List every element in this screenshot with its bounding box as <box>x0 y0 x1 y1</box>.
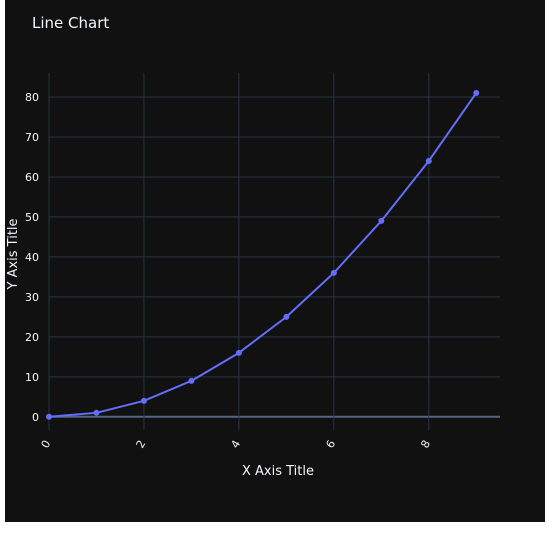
y-tick-label: 80 <box>25 91 39 104</box>
line-chart: Line Chart 0 10 20 30 40 50 60 70 80 0 2 4 6 8 X Axis… <box>6 14 500 479</box>
y-axis-title: Y Axis Title <box>6 218 21 290</box>
x-tick-label: 2 <box>134 438 149 451</box>
x-tick-label: 0 <box>39 438 54 451</box>
x-axis-title: X Axis Title <box>242 464 314 479</box>
series-layer <box>46 89 480 420</box>
y-tick-label: 30 <box>25 291 39 304</box>
y-tick-label: 40 <box>25 251 39 264</box>
x-tick-label: 4 <box>228 438 243 451</box>
data-point[interactable] <box>425 157 432 164</box>
data-point[interactable] <box>330 269 337 276</box>
series-line <box>48 92 478 418</box>
y-tick-label: 70 <box>25 131 39 144</box>
data-point[interactable] <box>378 217 385 224</box>
tick-labels: 0 10 20 30 40 50 60 70 80 0 2 4 6 8 <box>25 91 433 451</box>
y-tick-label: 10 <box>25 371 39 384</box>
data-point[interactable] <box>473 89 480 96</box>
x-tick-label: 6 <box>323 438 338 451</box>
data-point[interactable] <box>93 409 100 416</box>
y-tick-label: 20 <box>25 331 39 344</box>
x-tick-label: 8 <box>418 438 433 451</box>
data-point[interactable] <box>188 377 195 384</box>
data-point[interactable] <box>283 313 290 320</box>
y-tick-label: 60 <box>25 171 39 184</box>
data-point[interactable] <box>140 397 147 404</box>
data-point[interactable] <box>46 413 52 420</box>
data-point[interactable] <box>235 349 242 356</box>
y-tick-label: 0 <box>32 411 39 424</box>
y-tick-label: 50 <box>25 211 39 224</box>
chart-title: Line Chart <box>32 14 109 32</box>
chart-panel: Line Chart 0 10 20 30 40 50 60 70 80 0 2 4 6 8 X Axis… <box>5 0 545 522</box>
grid <box>48 73 500 430</box>
